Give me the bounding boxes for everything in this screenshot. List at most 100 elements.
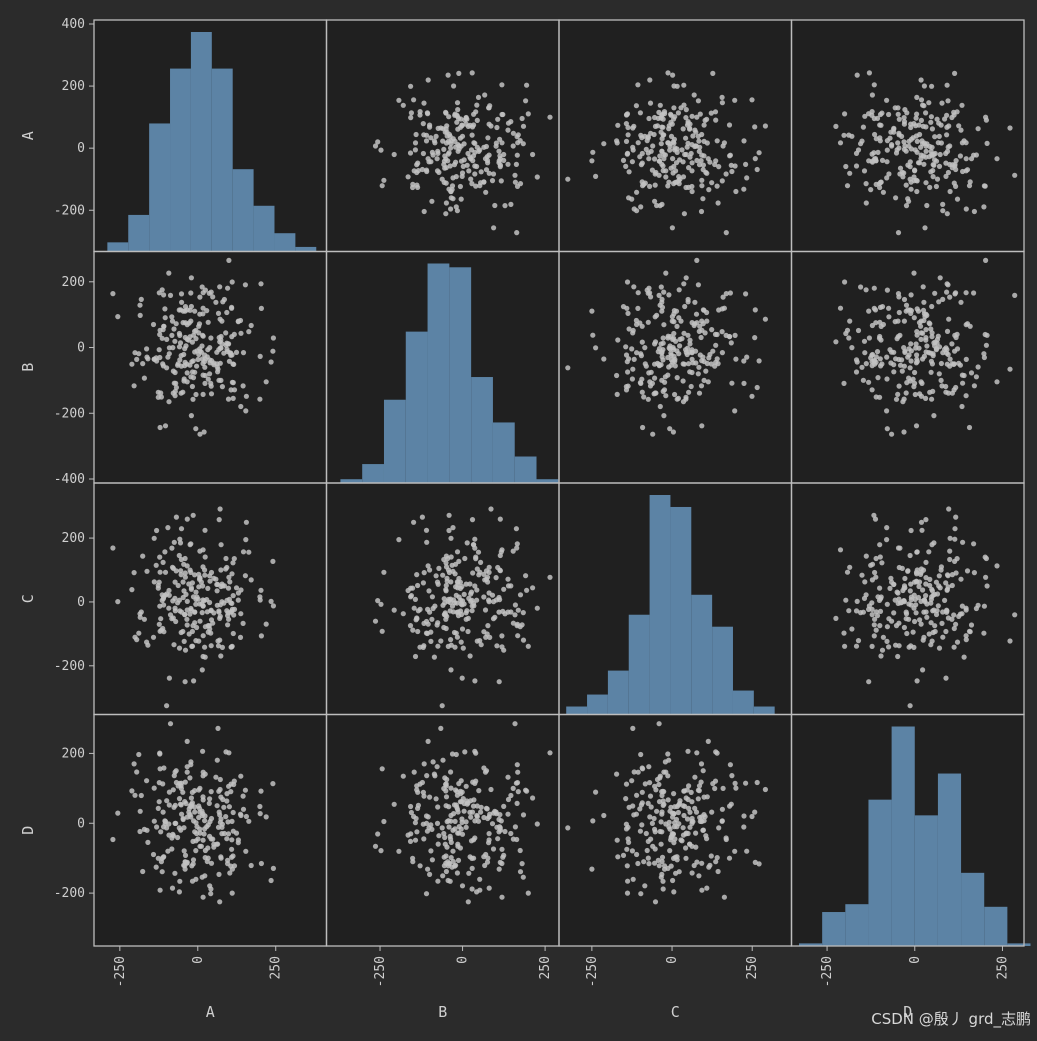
scatter-point xyxy=(653,391,658,396)
scatter-point xyxy=(201,838,206,843)
scatter-point xyxy=(144,828,149,833)
scatter-point xyxy=(429,199,434,204)
scatter-point xyxy=(705,140,710,145)
scatter-point xyxy=(919,330,924,335)
scatter-point xyxy=(678,319,683,324)
scatter-point xyxy=(392,152,397,157)
scatter-point xyxy=(930,168,935,173)
scatter-point xyxy=(663,152,668,157)
scatter-point xyxy=(657,863,662,868)
scatter-point xyxy=(476,550,481,555)
scatter-point xyxy=(450,849,455,854)
scatter-point xyxy=(243,788,248,793)
scatter-point xyxy=(183,320,188,325)
scatter-point xyxy=(206,377,211,382)
scatter-point xyxy=(874,556,879,561)
scatter-point xyxy=(906,617,911,622)
scatter-point xyxy=(699,209,704,214)
scatter-point xyxy=(460,602,465,607)
scatter-point xyxy=(625,359,630,364)
scatter-point xyxy=(950,583,955,588)
scatter-point xyxy=(878,123,883,128)
scatter-point xyxy=(682,211,687,216)
scatter-point xyxy=(859,139,864,144)
scatter-point xyxy=(236,319,241,324)
scatter-point xyxy=(565,177,570,182)
scatter-point xyxy=(460,174,465,179)
scatter-point xyxy=(183,648,188,653)
scatter-point xyxy=(849,345,854,350)
scatter-point xyxy=(475,118,480,123)
scatter-point xyxy=(491,616,496,621)
scatter-point xyxy=(908,311,913,316)
scatter-point xyxy=(134,357,139,362)
scatter-point xyxy=(665,751,670,756)
scatter-point xyxy=(699,780,704,785)
scatter-point xyxy=(185,815,190,820)
scatter-point xyxy=(926,100,931,105)
scatter-point xyxy=(934,580,939,585)
scatter-point xyxy=(696,796,701,801)
scatter-point xyxy=(889,350,894,355)
scatter-point xyxy=(201,770,206,775)
scatter-point xyxy=(547,575,552,580)
scatter-point xyxy=(164,703,169,708)
scatter-point xyxy=(943,580,948,585)
scatter-point xyxy=(625,891,630,896)
y-axis-label-A: A xyxy=(19,131,37,140)
scatter-point xyxy=(443,111,448,116)
histogram-bar-A-8 xyxy=(274,233,295,251)
scatter-point xyxy=(192,370,197,375)
scatter-point xyxy=(435,879,440,884)
scatter-point xyxy=(653,787,658,792)
scatter-point xyxy=(178,307,183,312)
scatter-point xyxy=(455,549,460,554)
scatter-point xyxy=(181,595,186,600)
scatter-point xyxy=(168,721,173,726)
scatter-point xyxy=(701,307,706,312)
scatter-point xyxy=(454,174,459,179)
scatter-point xyxy=(427,795,432,800)
scatter-point xyxy=(681,159,686,164)
scatter-point xyxy=(193,590,198,595)
scatter-point xyxy=(220,384,225,389)
scatter-point xyxy=(215,369,220,374)
scatter-point xyxy=(757,358,762,363)
scatter-point xyxy=(964,633,969,638)
scatter-point xyxy=(729,340,734,345)
scatter-point xyxy=(472,163,477,168)
scatter-point xyxy=(472,583,477,588)
scatter-point xyxy=(919,77,924,82)
scatter-point xyxy=(179,300,184,305)
scatter-point xyxy=(238,813,243,818)
scatter-point xyxy=(666,334,671,339)
scatter-point xyxy=(505,610,510,615)
scatter-point xyxy=(923,180,928,185)
scatter-point xyxy=(720,807,725,812)
scatter-point xyxy=(232,387,237,392)
scatter-point xyxy=(905,568,910,573)
scatter-point xyxy=(964,290,969,295)
scatter-point xyxy=(671,791,676,796)
scatter-point xyxy=(886,644,891,649)
scatter-point xyxy=(223,814,228,819)
scatter-point xyxy=(689,384,694,389)
scatter-point xyxy=(129,788,134,793)
scatter-point xyxy=(179,812,184,817)
scatter-point xyxy=(870,359,875,364)
scatter-point xyxy=(209,789,214,794)
scatter-point xyxy=(207,801,212,806)
scatter-point xyxy=(446,528,451,533)
scatter-point xyxy=(647,184,652,189)
scatter-point xyxy=(526,644,531,649)
scatter-point xyxy=(520,116,525,121)
scatter-point xyxy=(693,845,698,850)
scatter-point xyxy=(166,271,171,276)
scatter-point xyxy=(908,122,913,127)
scatter-point xyxy=(696,282,701,287)
scatter-point xyxy=(443,130,448,135)
scatter-point xyxy=(535,174,540,179)
scatter-point xyxy=(959,404,964,409)
scatter-point xyxy=(451,83,456,88)
scatter-point xyxy=(716,200,721,205)
